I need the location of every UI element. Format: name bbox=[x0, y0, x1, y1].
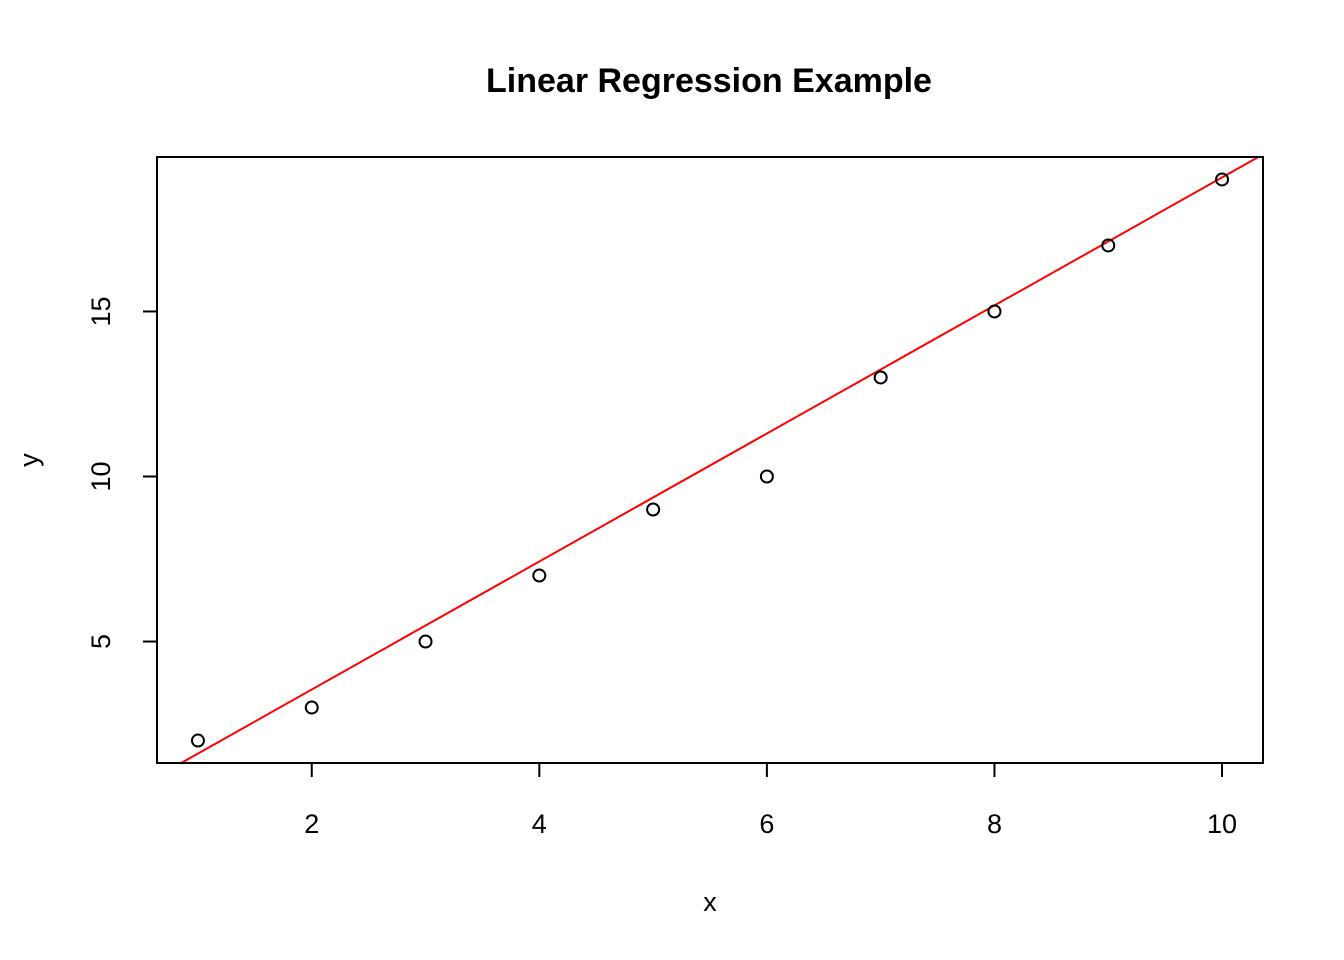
data-point bbox=[987, 304, 1002, 319]
data-point bbox=[873, 370, 888, 385]
data-point bbox=[646, 502, 661, 517]
x-tick-label: 2 bbox=[304, 809, 319, 839]
x-tick-label: 8 bbox=[987, 809, 1002, 839]
y-tick-label: 15 bbox=[86, 296, 116, 326]
data-point bbox=[1101, 238, 1116, 253]
x-axis: 2 4 6 8 10 bbox=[304, 762, 1237, 839]
data-point bbox=[759, 469, 774, 484]
y-tick-label: 5 bbox=[86, 634, 116, 649]
regression-line bbox=[179, 157, 1261, 763]
data-point bbox=[304, 700, 319, 715]
data-point bbox=[418, 634, 433, 649]
data-points bbox=[190, 172, 1230, 748]
y-axis-label: y bbox=[14, 453, 44, 467]
regression-line-group bbox=[179, 157, 1261, 763]
data-point bbox=[190, 733, 205, 748]
plot-frame bbox=[156, 156, 1264, 764]
x-axis-label: x bbox=[703, 887, 717, 917]
chart-title: Linear Regression Example bbox=[486, 62, 932, 100]
y-axis: 5 10 15 bbox=[86, 296, 158, 649]
data-point bbox=[1215, 172, 1230, 187]
x-tick-label: 6 bbox=[759, 809, 774, 839]
data-point bbox=[532, 568, 547, 583]
x-tick-label: 4 bbox=[532, 809, 547, 839]
y-tick-label: 10 bbox=[86, 461, 116, 491]
x-tick-label: 10 bbox=[1207, 809, 1237, 839]
